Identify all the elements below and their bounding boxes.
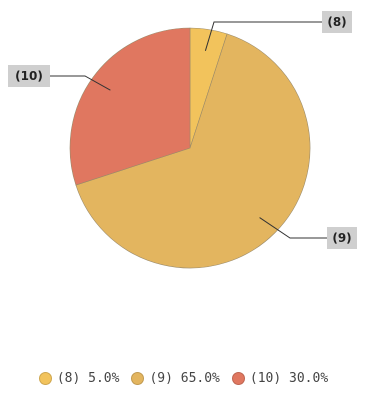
legend-item: (8) 5.0% <box>38 371 120 386</box>
callout-9: (9) <box>259 217 357 249</box>
legend-item: (10) 30.0% <box>231 371 329 386</box>
legend-swatch <box>131 372 145 385</box>
callout-box <box>8 65 50 87</box>
callouts-layer: (8) (9) (10) <box>8 11 357 249</box>
legend-item: (9) 65.0% <box>131 371 220 386</box>
callout-box <box>322 11 352 33</box>
legend-label: (9) 65.0% <box>149 371 220 386</box>
callout-label: (10) <box>15 69 43 83</box>
slices-layer <box>69 27 311 269</box>
legend-swatch <box>38 372 52 385</box>
callout-line <box>50 75 111 91</box>
callout-label: (9) <box>332 231 351 245</box>
pie-slice-9 <box>75 33 311 269</box>
callout-label: (8) <box>327 15 346 29</box>
callout-line <box>259 217 327 239</box>
callout-8: (8) <box>204 11 352 51</box>
legend-swatch <box>231 372 245 385</box>
callout-10: (10) <box>8 65 111 91</box>
legend-label: (8) 5.0% <box>56 371 120 386</box>
callout-line <box>204 21 322 51</box>
legend-label: (10) 30.0% <box>249 371 329 386</box>
pie-slice-10 <box>69 27 191 186</box>
callout-box <box>327 227 357 249</box>
legend: (8) 5.0% (9) 65.0% (10) 30.0% <box>0 371 367 386</box>
